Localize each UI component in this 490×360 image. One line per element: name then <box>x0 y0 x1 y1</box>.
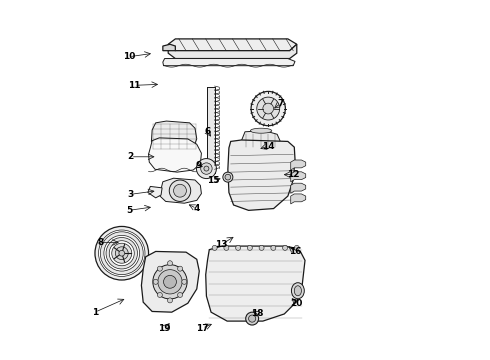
Text: 18: 18 <box>251 310 264 319</box>
Text: 2: 2 <box>127 152 134 161</box>
Circle shape <box>294 246 299 250</box>
Circle shape <box>251 91 285 126</box>
Ellipse shape <box>294 286 301 296</box>
Circle shape <box>263 103 273 114</box>
Text: 11: 11 <box>128 81 141 90</box>
Ellipse shape <box>250 128 272 133</box>
Circle shape <box>245 312 259 325</box>
Circle shape <box>157 266 162 271</box>
Text: 1: 1 <box>92 308 98 317</box>
Circle shape <box>106 238 138 269</box>
Text: 13: 13 <box>216 240 228 249</box>
Polygon shape <box>291 183 306 193</box>
Text: 7: 7 <box>277 99 284 108</box>
Polygon shape <box>291 172 306 182</box>
Circle shape <box>259 246 264 250</box>
Circle shape <box>95 226 148 280</box>
Ellipse shape <box>223 172 233 182</box>
Circle shape <box>236 246 241 250</box>
Circle shape <box>168 261 172 266</box>
Polygon shape <box>168 44 297 59</box>
Polygon shape <box>151 121 197 152</box>
Circle shape <box>182 279 187 284</box>
Circle shape <box>248 315 256 322</box>
Text: 4: 4 <box>194 204 200 213</box>
Text: 12: 12 <box>287 170 299 179</box>
Circle shape <box>98 230 145 276</box>
Text: 3: 3 <box>127 190 134 199</box>
Circle shape <box>158 270 182 294</box>
Circle shape <box>100 232 143 275</box>
Circle shape <box>157 292 162 297</box>
Circle shape <box>224 246 229 250</box>
Polygon shape <box>206 246 305 321</box>
Circle shape <box>173 184 186 197</box>
Polygon shape <box>242 131 280 150</box>
Circle shape <box>153 265 187 299</box>
Polygon shape <box>142 251 199 312</box>
Text: 10: 10 <box>122 52 135 61</box>
Circle shape <box>177 266 183 271</box>
Polygon shape <box>228 140 295 210</box>
Circle shape <box>164 275 176 288</box>
Circle shape <box>168 298 172 303</box>
Circle shape <box>283 246 288 250</box>
Text: 14: 14 <box>262 141 274 150</box>
Circle shape <box>196 158 217 179</box>
Text: 6: 6 <box>204 127 211 136</box>
Polygon shape <box>291 160 306 170</box>
Text: 20: 20 <box>291 299 303 308</box>
Text: 9: 9 <box>196 161 202 170</box>
Circle shape <box>104 235 140 271</box>
Ellipse shape <box>225 174 231 180</box>
Text: 15: 15 <box>207 176 219 185</box>
Circle shape <box>112 243 132 263</box>
Circle shape <box>201 163 212 174</box>
Circle shape <box>153 279 158 284</box>
Polygon shape <box>207 87 215 173</box>
Polygon shape <box>160 178 201 203</box>
Circle shape <box>119 250 124 256</box>
Polygon shape <box>291 194 306 204</box>
Circle shape <box>204 166 209 171</box>
Polygon shape <box>168 39 297 51</box>
Polygon shape <box>148 138 201 172</box>
Circle shape <box>257 97 280 120</box>
Circle shape <box>247 246 252 250</box>
Circle shape <box>169 180 191 202</box>
Polygon shape <box>163 44 175 51</box>
Text: 5: 5 <box>126 206 132 215</box>
Polygon shape <box>148 186 162 198</box>
Text: 16: 16 <box>289 247 301 256</box>
Circle shape <box>177 292 183 297</box>
Text: 8: 8 <box>97 238 103 247</box>
Polygon shape <box>163 59 295 66</box>
Ellipse shape <box>292 283 304 299</box>
Circle shape <box>115 247 128 260</box>
Circle shape <box>109 241 134 266</box>
Circle shape <box>271 246 276 250</box>
Circle shape <box>212 246 217 250</box>
Text: 17: 17 <box>196 324 208 333</box>
Text: 19: 19 <box>158 324 171 333</box>
